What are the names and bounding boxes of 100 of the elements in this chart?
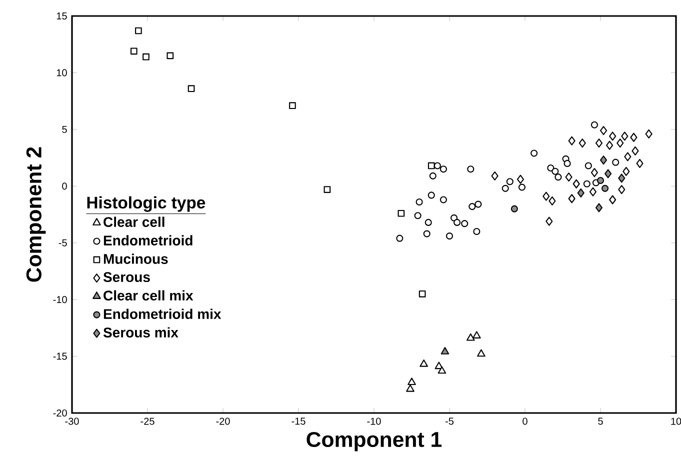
point <box>418 290 426 298</box>
point <box>510 205 518 212</box>
y-tick-label: 5 <box>62 126 67 133</box>
x-tick-label: -15 <box>292 418 306 425</box>
point <box>624 152 632 162</box>
point <box>618 185 626 194</box>
point <box>590 121 598 128</box>
legend-label: Serous <box>103 272 150 282</box>
point <box>406 384 414 392</box>
point <box>446 232 454 240</box>
point <box>420 359 428 367</box>
point <box>408 378 416 386</box>
point <box>606 140 614 150</box>
point <box>609 195 616 204</box>
y-tick-label: 0 <box>62 182 67 190</box>
point <box>424 218 432 226</box>
point <box>565 172 572 182</box>
x-tick-label: -10 <box>367 418 381 425</box>
point <box>398 210 405 217</box>
point <box>630 132 638 142</box>
point <box>600 156 608 165</box>
point <box>434 162 441 170</box>
point <box>467 166 474 173</box>
point <box>414 212 422 220</box>
legend-label: Clear cell <box>104 216 164 227</box>
point <box>472 331 481 339</box>
x-tick-label: -30 <box>65 418 79 425</box>
x-tick-label: 5 <box>598 418 603 425</box>
legend-label: Endometrioid <box>104 235 192 246</box>
x-axis-title: Component 1 <box>306 432 442 452</box>
point <box>502 184 509 192</box>
point <box>428 162 435 170</box>
point <box>438 366 446 374</box>
point <box>602 184 609 192</box>
point <box>568 136 576 146</box>
point <box>564 160 571 167</box>
point <box>428 192 435 199</box>
y-tick-label: -15 <box>53 352 67 360</box>
point <box>609 132 616 141</box>
point <box>135 27 142 34</box>
point <box>589 187 596 196</box>
legend-label: Endometrioid mix <box>104 308 222 320</box>
y-tick-label: -5 <box>58 239 67 246</box>
point <box>491 171 498 180</box>
point <box>506 178 514 186</box>
legend-label: Mucinous <box>104 254 168 264</box>
point <box>142 53 150 60</box>
point <box>547 164 554 172</box>
x-tick-label: -20 <box>216 418 230 425</box>
point <box>516 174 524 184</box>
point <box>518 184 526 191</box>
x-tick-label: -25 <box>140 418 154 425</box>
point <box>636 158 644 168</box>
legend-label: Clear cell mix <box>104 290 194 301</box>
point <box>572 179 580 188</box>
point <box>554 174 562 181</box>
point <box>454 218 461 226</box>
point <box>645 129 652 138</box>
point <box>583 180 590 188</box>
point <box>604 169 612 178</box>
point <box>568 194 576 204</box>
point <box>621 132 628 141</box>
point <box>596 176 604 184</box>
point <box>548 196 556 206</box>
legend-label: Serous mix <box>103 327 178 338</box>
point <box>616 138 624 148</box>
point <box>595 138 603 148</box>
point <box>600 126 608 136</box>
x-tick-label: 0 <box>522 418 528 425</box>
point <box>289 102 296 110</box>
point <box>324 186 331 193</box>
point <box>595 203 603 212</box>
point <box>577 188 584 198</box>
point <box>530 150 538 157</box>
y-axis-title: Component 2 <box>26 147 46 282</box>
point <box>130 48 138 55</box>
point <box>622 166 630 176</box>
point <box>552 168 559 175</box>
point <box>423 230 430 238</box>
legend-title: Histologic type <box>87 196 206 212</box>
point <box>440 166 447 173</box>
point <box>468 203 476 210</box>
y-tick-label: -10 <box>53 296 67 304</box>
point <box>632 146 639 156</box>
point <box>396 234 404 242</box>
point <box>473 228 480 236</box>
y-tick-label: 10 <box>56 69 67 76</box>
point <box>546 216 553 226</box>
point <box>429 172 436 180</box>
point <box>188 85 195 92</box>
point <box>584 162 592 170</box>
point <box>416 198 423 206</box>
point <box>477 349 486 357</box>
y-tick-label: -20 <box>53 409 67 417</box>
point <box>440 196 447 204</box>
y-tick-label: 15 <box>56 12 67 20</box>
point <box>461 220 468 228</box>
point <box>440 347 450 354</box>
point <box>618 174 626 183</box>
point <box>590 168 598 178</box>
